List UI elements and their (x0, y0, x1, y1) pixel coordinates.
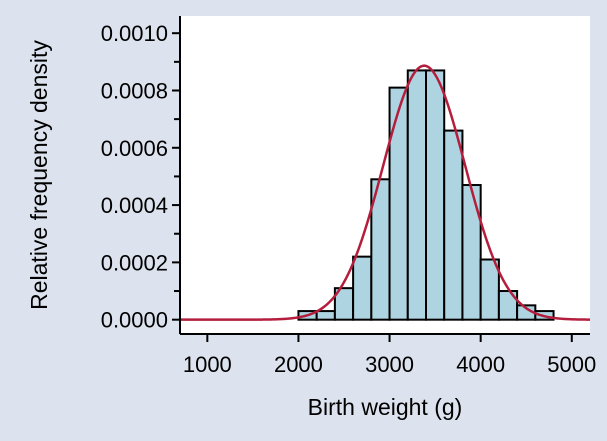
x-tick-label: 1000 (183, 352, 232, 377)
normal-density-curve (180, 64, 590, 321)
histogram-bar (443, 129, 464, 321)
y-tick-label: 0.0006 (101, 136, 168, 161)
x-tick-label: 4000 (456, 352, 505, 377)
histogram-bar (461, 184, 482, 321)
histogram-bar (425, 69, 446, 321)
bars-group (297, 69, 555, 321)
x-tick-label: 2000 (274, 352, 323, 377)
y-tick-label: 0.0000 (101, 308, 168, 333)
y-axis-ticks: 0.0000 0.0002 0.0004 0.0006 0.0008 0.0010 (101, 21, 180, 333)
histogram-bar (479, 258, 500, 321)
x-tick-label: 5000 (547, 352, 596, 377)
y-tick-label: 0.0004 (101, 193, 168, 218)
y-tick-label: 0.0010 (101, 21, 168, 46)
histogram-bar (388, 86, 409, 321)
histogram-bar (352, 255, 373, 321)
histogram-bar (406, 69, 427, 321)
x-axis-ticks: 1000 2000 3000 4000 5000 (183, 334, 596, 377)
y-tick-label: 0.0002 (101, 250, 168, 275)
histogram-bar (315, 310, 336, 321)
y-tick-label: 0.0008 (101, 78, 168, 103)
x-axis-title: Birth weight (g) (308, 394, 463, 420)
x-tick-label: 3000 (365, 352, 414, 377)
y-axis-title: Relative frequency density (26, 40, 52, 310)
